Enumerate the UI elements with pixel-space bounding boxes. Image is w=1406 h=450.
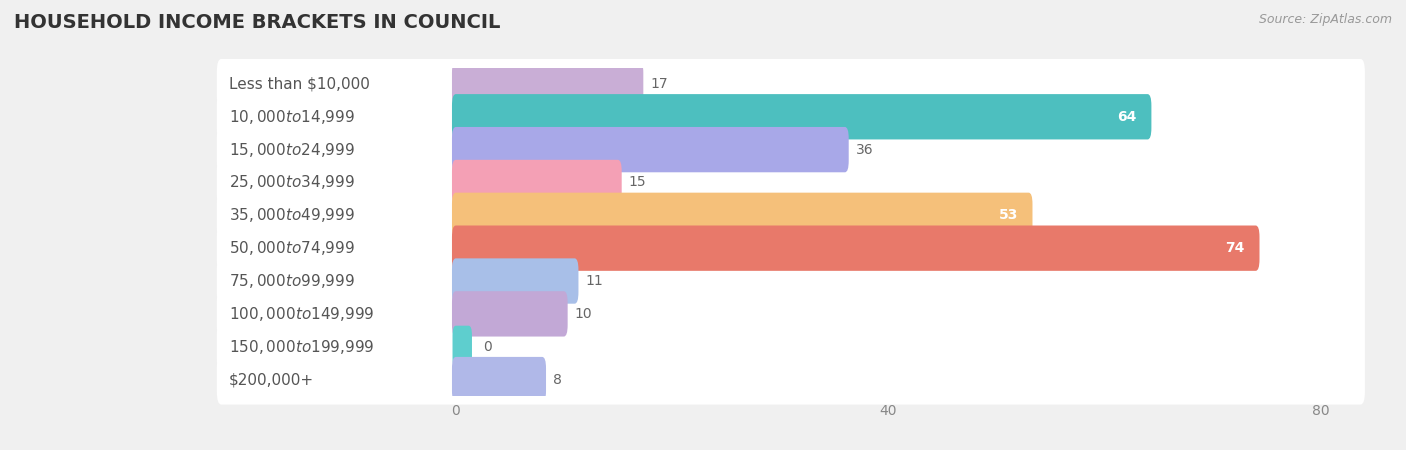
FancyBboxPatch shape bbox=[451, 160, 621, 205]
FancyBboxPatch shape bbox=[217, 190, 1365, 240]
Text: Source: ZipAtlas.com: Source: ZipAtlas.com bbox=[1258, 14, 1392, 27]
Text: $200,000+: $200,000+ bbox=[229, 372, 314, 387]
FancyBboxPatch shape bbox=[217, 158, 1365, 207]
Text: 36: 36 bbox=[856, 143, 873, 157]
Text: 15: 15 bbox=[628, 176, 647, 189]
FancyBboxPatch shape bbox=[217, 256, 1365, 306]
Text: 10: 10 bbox=[575, 307, 592, 321]
FancyBboxPatch shape bbox=[217, 125, 1365, 175]
FancyBboxPatch shape bbox=[451, 94, 1152, 140]
Text: $25,000 to $34,999: $25,000 to $34,999 bbox=[229, 173, 354, 191]
Text: $50,000 to $74,999: $50,000 to $74,999 bbox=[229, 239, 354, 257]
FancyBboxPatch shape bbox=[217, 223, 1365, 273]
FancyBboxPatch shape bbox=[451, 357, 546, 402]
FancyBboxPatch shape bbox=[451, 291, 568, 337]
Text: HOUSEHOLD INCOME BRACKETS IN COUNCIL: HOUSEHOLD INCOME BRACKETS IN COUNCIL bbox=[14, 14, 501, 32]
FancyBboxPatch shape bbox=[217, 92, 1365, 142]
FancyBboxPatch shape bbox=[217, 289, 1365, 339]
FancyBboxPatch shape bbox=[451, 193, 1032, 238]
FancyBboxPatch shape bbox=[451, 225, 1260, 271]
FancyBboxPatch shape bbox=[451, 258, 578, 304]
Text: 0: 0 bbox=[482, 340, 492, 354]
FancyBboxPatch shape bbox=[451, 61, 644, 107]
FancyBboxPatch shape bbox=[217, 322, 1365, 372]
Text: 74: 74 bbox=[1226, 241, 1244, 255]
FancyBboxPatch shape bbox=[453, 326, 472, 368]
Text: $10,000 to $14,999: $10,000 to $14,999 bbox=[229, 108, 354, 126]
FancyBboxPatch shape bbox=[217, 59, 1365, 109]
Text: $150,000 to $199,999: $150,000 to $199,999 bbox=[229, 338, 374, 356]
Text: 17: 17 bbox=[651, 77, 668, 91]
Text: 64: 64 bbox=[1118, 110, 1137, 124]
Text: 11: 11 bbox=[585, 274, 603, 288]
Text: $100,000 to $149,999: $100,000 to $149,999 bbox=[229, 305, 374, 323]
Text: 8: 8 bbox=[553, 373, 562, 387]
FancyBboxPatch shape bbox=[217, 355, 1365, 405]
Text: $75,000 to $99,999: $75,000 to $99,999 bbox=[229, 272, 354, 290]
Text: 53: 53 bbox=[998, 208, 1018, 222]
Text: $35,000 to $49,999: $35,000 to $49,999 bbox=[229, 206, 354, 224]
Text: $15,000 to $24,999: $15,000 to $24,999 bbox=[229, 140, 354, 159]
FancyBboxPatch shape bbox=[451, 127, 849, 172]
Text: Less than $10,000: Less than $10,000 bbox=[229, 76, 370, 91]
